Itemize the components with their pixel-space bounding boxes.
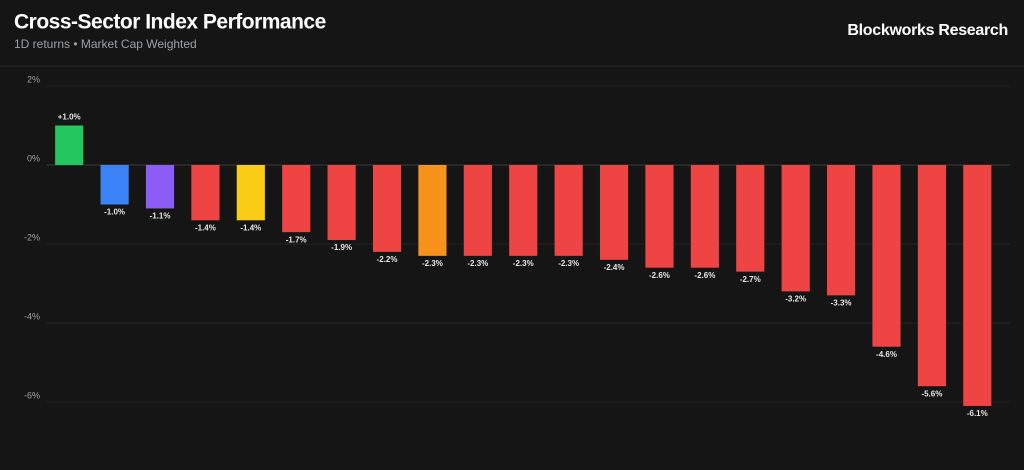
y-tick-label: 2% xyxy=(27,74,40,84)
bar xyxy=(463,165,492,256)
bar xyxy=(827,165,856,296)
bar xyxy=(917,165,946,387)
value-label: -2.6% xyxy=(694,271,715,280)
value-label: -2.3% xyxy=(467,259,488,268)
bar xyxy=(509,165,538,256)
bar xyxy=(418,165,447,256)
value-label: -4.6% xyxy=(876,350,897,359)
bar xyxy=(599,165,629,260)
value-label: -2.4% xyxy=(604,263,625,272)
brand: Blockworks Research xyxy=(847,22,1008,39)
bar xyxy=(282,165,311,233)
bar xyxy=(963,165,992,406)
value-label: -2.6% xyxy=(649,271,670,280)
bar xyxy=(327,165,356,241)
value-label: -2.3% xyxy=(558,259,579,268)
bar xyxy=(781,165,810,292)
bar xyxy=(236,165,265,221)
value-label: -1.7% xyxy=(286,235,307,244)
bar xyxy=(372,165,402,252)
value-label: -5.6% xyxy=(921,389,942,398)
bar xyxy=(100,165,129,205)
bar xyxy=(191,165,220,221)
value-label: -1.0% xyxy=(104,208,125,217)
value-label: -6.1% xyxy=(967,409,988,418)
chart-title: Cross-Sector Index Performance xyxy=(14,11,326,34)
value-label: -2.3% xyxy=(513,259,534,268)
value-label: -3.2% xyxy=(785,295,806,304)
value-label: -2.2% xyxy=(377,255,398,264)
y-tick-label: -4% xyxy=(24,311,40,321)
value-label: -1.4% xyxy=(195,223,216,232)
bar xyxy=(55,125,84,165)
value-label: -3.3% xyxy=(831,298,852,307)
bar xyxy=(554,165,583,256)
y-tick-label: -6% xyxy=(24,390,40,400)
value-label: -2.7% xyxy=(740,275,761,284)
chart-subtitle: 1D returns • Market Cap Weighted xyxy=(14,37,197,51)
value-label: -1.1% xyxy=(150,212,171,221)
bar xyxy=(645,165,674,268)
value-label: -1.9% xyxy=(331,243,352,252)
value-label: -1.4% xyxy=(240,223,261,232)
value-label: +1.0% xyxy=(58,113,81,122)
value-label: -2.3% xyxy=(422,259,443,268)
y-tick-label: 0% xyxy=(27,153,40,163)
bar xyxy=(690,165,719,268)
bar xyxy=(145,165,175,209)
bar xyxy=(872,165,901,347)
y-tick-label: -2% xyxy=(24,232,40,242)
bar xyxy=(736,165,765,272)
